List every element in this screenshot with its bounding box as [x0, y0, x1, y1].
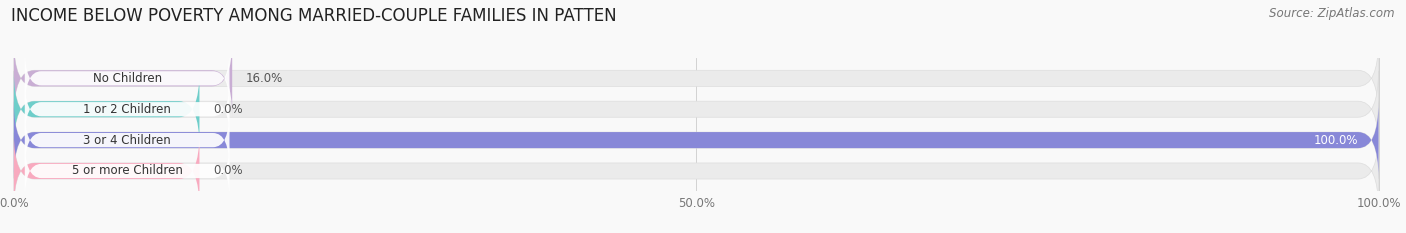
FancyBboxPatch shape	[14, 71, 1378, 147]
Text: 0.0%: 0.0%	[214, 164, 243, 178]
FancyBboxPatch shape	[25, 141, 229, 201]
FancyBboxPatch shape	[14, 71, 200, 147]
FancyBboxPatch shape	[14, 133, 1378, 209]
FancyBboxPatch shape	[14, 133, 200, 209]
FancyBboxPatch shape	[14, 102, 1378, 178]
Text: 16.0%: 16.0%	[246, 72, 283, 85]
FancyBboxPatch shape	[25, 110, 229, 170]
FancyBboxPatch shape	[14, 102, 1378, 178]
FancyBboxPatch shape	[14, 40, 1378, 117]
Text: 1 or 2 Children: 1 or 2 Children	[83, 103, 172, 116]
FancyBboxPatch shape	[25, 79, 229, 139]
Text: Source: ZipAtlas.com: Source: ZipAtlas.com	[1270, 7, 1395, 20]
Text: INCOME BELOW POVERTY AMONG MARRIED-COUPLE FAMILIES IN PATTEN: INCOME BELOW POVERTY AMONG MARRIED-COUPL…	[11, 7, 617, 25]
Text: No Children: No Children	[93, 72, 162, 85]
Text: 0.0%: 0.0%	[214, 103, 243, 116]
Text: 3 or 4 Children: 3 or 4 Children	[83, 134, 172, 147]
Text: 5 or more Children: 5 or more Children	[72, 164, 183, 178]
Text: 100.0%: 100.0%	[1313, 134, 1358, 147]
FancyBboxPatch shape	[25, 48, 229, 108]
FancyBboxPatch shape	[14, 40, 232, 117]
